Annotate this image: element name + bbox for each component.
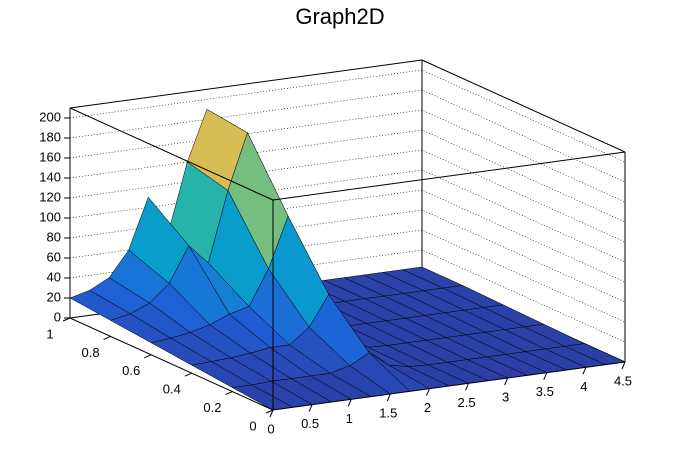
z-tick-label: 140 xyxy=(39,169,61,184)
x-tick xyxy=(425,388,430,396)
box-edge xyxy=(272,361,626,411)
x-tick-label: 3 xyxy=(502,389,509,404)
x-tick-label: 0.5 xyxy=(301,416,319,431)
y-tick-label: 1 xyxy=(46,326,53,341)
z-tick-label: 60 xyxy=(47,249,61,264)
x-tick-label: 4 xyxy=(580,379,587,394)
box-edge xyxy=(272,151,626,201)
z-tick-label: 100 xyxy=(39,209,61,224)
z-tick-label: 160 xyxy=(39,149,61,164)
grid-line xyxy=(69,89,626,183)
z-tick-label: 120 xyxy=(39,189,61,204)
grid-line xyxy=(69,69,626,163)
y-tick-label: 0.4 xyxy=(163,382,181,397)
y-tick xyxy=(184,372,192,377)
box-edge xyxy=(69,317,274,411)
x-tick xyxy=(504,377,509,386)
z-tick-label: 180 xyxy=(39,129,61,144)
z-tick-label: 40 xyxy=(47,269,61,284)
x-tick xyxy=(543,372,548,380)
x-tick xyxy=(465,383,470,391)
y-tick-label: 0.8 xyxy=(82,345,100,360)
x-tick-label: 4.5 xyxy=(614,373,632,388)
x-tick xyxy=(308,404,313,412)
x-tick-label: 1 xyxy=(346,411,353,426)
box-edge xyxy=(69,59,423,109)
y-tick xyxy=(225,391,233,396)
y-tick-label: 0 xyxy=(249,418,256,433)
z-tick-label: 200 xyxy=(39,109,61,124)
x-tick xyxy=(621,361,626,370)
chart-title: Graph2D xyxy=(295,4,384,29)
x-tick-label: 0 xyxy=(267,421,274,436)
y-tick-label: 0.2 xyxy=(203,400,221,415)
x-tick-label: 2 xyxy=(424,400,431,415)
x-tick-label: 1.5 xyxy=(379,405,397,420)
z-tick-label: 20 xyxy=(47,289,61,304)
x-tick xyxy=(347,399,352,407)
y-tick xyxy=(62,317,71,322)
box-edge xyxy=(421,59,626,153)
y-tick xyxy=(144,354,152,359)
x-tick xyxy=(582,367,587,375)
y-tick xyxy=(265,409,274,414)
box-edge xyxy=(69,107,274,201)
y-tick xyxy=(103,335,111,340)
z-tick-label: 0 xyxy=(54,309,61,324)
x-tick xyxy=(269,409,274,418)
x-tick xyxy=(386,393,391,402)
grid-line xyxy=(69,109,626,203)
z-tick-label: 80 xyxy=(47,229,61,244)
y-tick-label: 0.6 xyxy=(122,363,140,378)
x-tick-label: 2.5 xyxy=(458,395,476,410)
x-tick-label: 3.5 xyxy=(536,384,554,399)
